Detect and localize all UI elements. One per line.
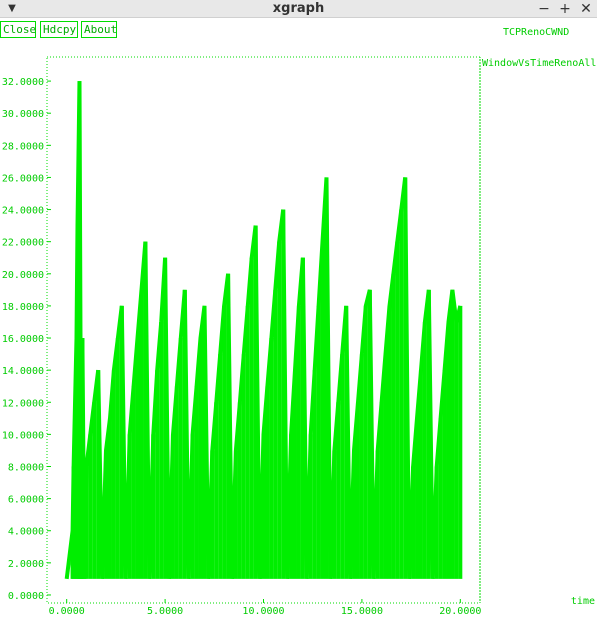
x-tick-label: 15.0000	[341, 606, 383, 617]
y-tick-label: 26.0000	[2, 173, 44, 184]
y-tick-label: 24.0000	[2, 206, 44, 217]
close-button[interactable]: Close	[0, 21, 36, 38]
y-tick-label: 16.0000	[2, 334, 44, 345]
y-tick-label: 14.0000	[2, 366, 44, 377]
y-tick-label: 22.0000	[2, 238, 44, 249]
hdcpy-button[interactable]: Hdcpy	[40, 21, 78, 38]
y-tick-label: 18.0000	[2, 302, 44, 313]
y-tick-label: 8.0000	[8, 463, 44, 474]
x-tick-label: 10.0000	[242, 606, 284, 617]
minimize-icon[interactable]: −	[538, 1, 550, 17]
y-tick-label: 20.0000	[2, 270, 44, 281]
y-tick-label: 32.0000	[2, 77, 44, 88]
maximize-icon[interactable]: +	[559, 1, 571, 17]
y-tick-label: 6.0000	[8, 495, 44, 506]
x-tick-label: 0.0000	[49, 606, 85, 617]
close-icon[interactable]: ✕	[580, 1, 592, 17]
window-title: xgraph	[272, 1, 325, 16]
x-axis-label: time	[571, 596, 595, 607]
y-tick-label: 30.0000	[2, 109, 44, 120]
y-tick-label: 0.0000	[8, 591, 44, 602]
chart-series	[64, 81, 463, 580]
y-tick-label: 2.0000	[8, 559, 44, 570]
plot-title: TCPRenoCWND	[503, 27, 570, 38]
x-tick-label: 20.0000	[439, 606, 481, 617]
legend-entry: WindowVsTimeRenoAll	[482, 58, 596, 69]
y-tick-label: 28.0000	[2, 141, 44, 152]
about-button[interactable]: About	[81, 21, 117, 38]
chart-labels: 0.0000 2.0000 4.0000 6.0000 8.0000 10.0000 12.…	[2, 58, 597, 617]
y-tick-label: 12.0000	[2, 398, 44, 409]
x-tick-label: 5.0000	[147, 606, 183, 617]
y-tick-label: 4.0000	[8, 527, 44, 538]
chart: 0.0000 2.0000 4.0000 6.0000 8.0000 10.0000 12.…	[2, 56, 597, 617]
chevron-down-icon[interactable]: ▼	[8, 3, 16, 14]
title-bar: ▼ xgraph − + ✕	[0, 0, 597, 18]
y-tick-label: 10.0000	[2, 430, 44, 441]
chart-axes	[46, 56, 481, 604]
